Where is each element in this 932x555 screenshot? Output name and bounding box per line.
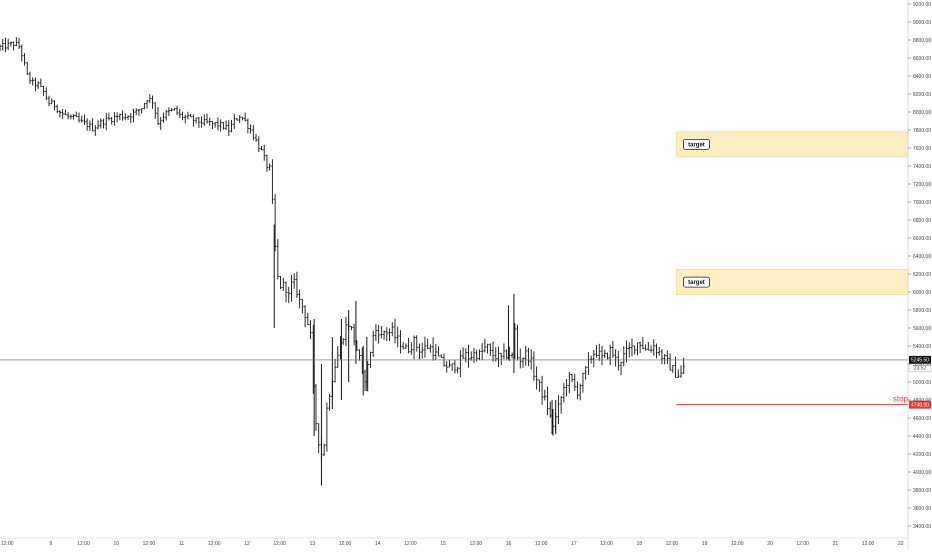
price-tick-label: 5400.00 [913, 344, 931, 350]
time-tick-label: 11 [179, 541, 184, 547]
price-tick-label: 7200.00 [913, 182, 931, 188]
current-price-badge [909, 355, 931, 364]
time-tick-label: 10 [113, 541, 119, 547]
time-tick-label: 12:00 [470, 541, 483, 547]
stop-label: stop [893, 395, 909, 404]
price-tick-label: 5800.00 [913, 308, 931, 314]
price-tick-label: 8800.00 [913, 38, 931, 44]
time-tick-label: 12:00 [862, 541, 875, 547]
price-tick-label: 5200.00 [913, 362, 931, 368]
price-tick-label: 9200.00 [913, 2, 931, 8]
price-tick-label: 6800.00 [913, 218, 931, 224]
price-tick-label: 3600.00 [913, 506, 931, 512]
time-tick-label: 22 [898, 541, 904, 547]
countdown-badge [908, 363, 932, 373]
price-tick-label: 4800.00 [913, 398, 931, 404]
price-tick-label: 8400.00 [913, 74, 931, 80]
price-tick-label: 9000.00 [913, 20, 931, 26]
time-tick-label: 21 [833, 541, 839, 547]
price-tick-label: 4200.00 [913, 452, 931, 458]
price-tick-label: 6400.00 [913, 254, 931, 260]
time-tick-label: 12 [244, 541, 250, 547]
price-tick-label: 6600.00 [913, 236, 931, 242]
target-label: target [688, 280, 705, 286]
price-tick-label: 6200.00 [913, 272, 931, 278]
price-lines: 5245.50 23:52 4748.00 [0, 355, 932, 409]
time-tick-label: 9 [49, 541, 52, 547]
price-tick-label: 4600.00 [913, 416, 931, 422]
time-tick-label: 16 [506, 541, 512, 547]
time-tick-label: 17 [571, 541, 577, 547]
price-tick-label: 8200.00 [913, 92, 931, 98]
price-tick-label: 3800.00 [913, 488, 931, 494]
time-tick-label: 14 [375, 541, 381, 547]
stop-price-label: 4748.00 [911, 402, 929, 408]
time-tick-label: 12:00 [273, 541, 286, 547]
price-tick-label: 7400.00 [913, 164, 931, 170]
price-axis[interactable]: 9200.00 9000.00 8800.00 8600.00 8400.00 8200.… [907, 0, 931, 550]
price-bars [0, 37, 685, 486]
price-tick-label: 6000.00 [913, 290, 931, 296]
time-tick-label: 12:00 [1, 541, 14, 547]
time-tick-label: 13 [310, 541, 316, 547]
time-tick-label: 12:00 [535, 541, 548, 547]
price-tick-label: 4000.00 [913, 470, 931, 476]
chart-labels: stop [893, 395, 909, 404]
time-tick-label: 12:00 [731, 541, 744, 547]
target-label-box [683, 276, 710, 288]
time-tick-label: 12:00 [404, 541, 417, 547]
countdown-label: 23:52 [914, 366, 927, 372]
target-zone [676, 131, 909, 158]
price-tick-label: 7800.00 [913, 128, 931, 134]
time-tick-label: 12:00 [339, 541, 352, 547]
time-axis[interactable]: 12:00 9 12:00 10 12:00 11 12:00 12 12:00 13 12:00 1… [0, 537, 908, 547]
price-tick-label: 8000.00 [913, 110, 931, 116]
time-tick-label: 12:00 [77, 541, 90, 547]
time-tick-label: 20 [767, 541, 773, 547]
target-zones: target target [676, 131, 909, 296]
price-tick-label: 8600.00 [913, 56, 931, 62]
time-tick-label: 18 [636, 541, 642, 547]
current-price-label: 5245.50 [911, 358, 929, 364]
price-tick-label: 5000.00 [913, 380, 931, 386]
target-label-box [683, 138, 710, 150]
target-label: target [688, 142, 705, 148]
target-zone [676, 269, 909, 296]
time-tick-label: 12:00 [796, 541, 809, 547]
time-tick-label: 12:00 [600, 541, 613, 547]
price-tick-label: 3400.00 [913, 524, 931, 530]
price-tick-label: 7600.00 [913, 146, 931, 152]
time-tick-label: 12:00 [208, 541, 221, 547]
time-tick-label: 12:00 [143, 541, 156, 547]
time-tick-label: 15 [440, 541, 446, 547]
price-tick-label: 4400.00 [913, 434, 931, 440]
stop-price-badge [909, 400, 931, 409]
time-tick-label: 12:00 [666, 541, 679, 547]
time-tick-label: 19 [702, 541, 708, 547]
price-tick-label: 5600.00 [913, 326, 931, 332]
price-tick-label: 7000.00 [913, 200, 931, 206]
